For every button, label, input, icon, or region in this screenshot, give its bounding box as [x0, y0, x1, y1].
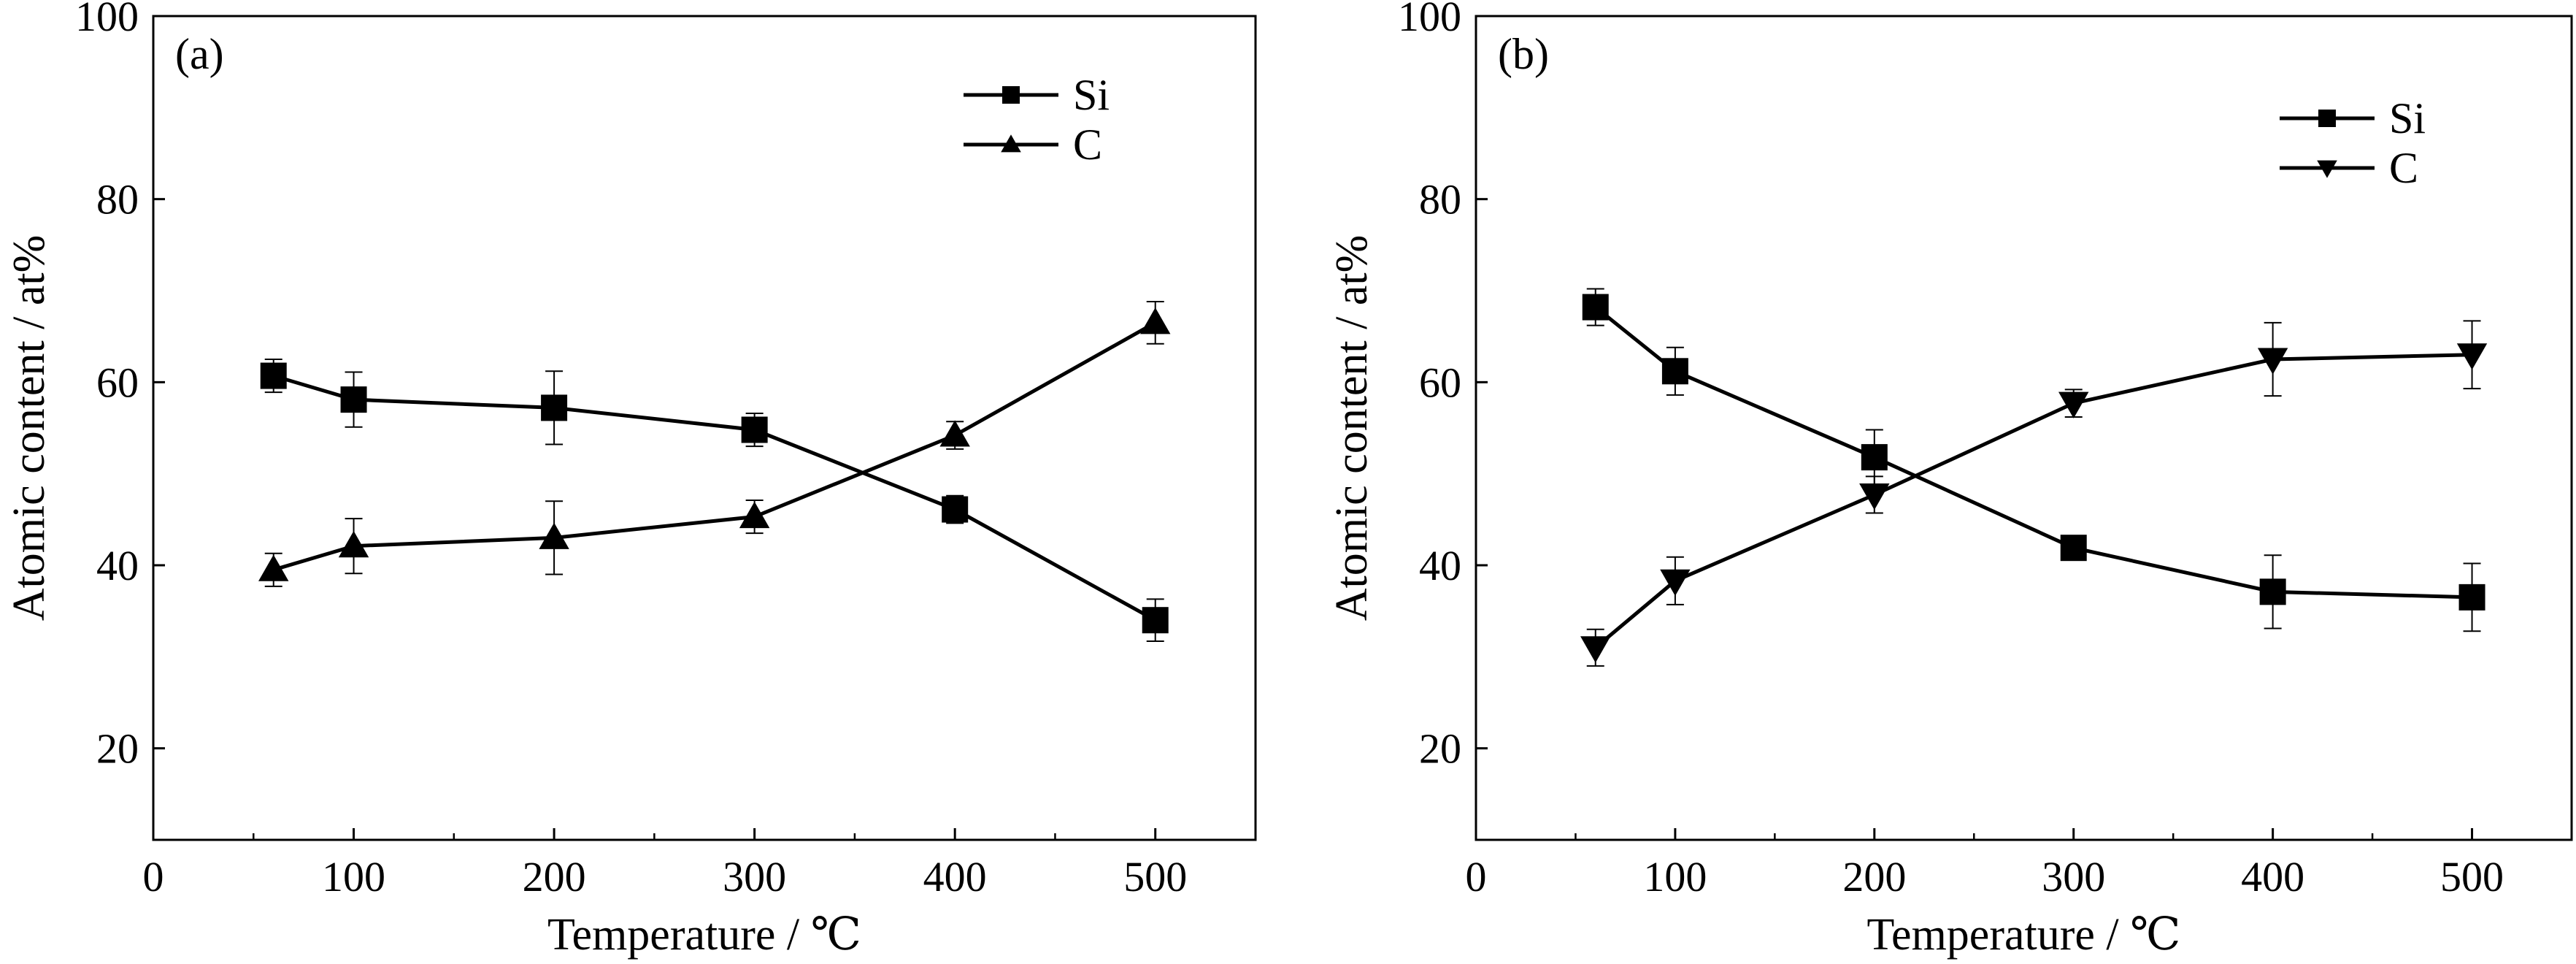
legend-marker	[1001, 134, 1021, 153]
x-tick-label: 500	[2440, 853, 2504, 900]
series-c	[258, 301, 1171, 587]
legend-label: C	[1073, 120, 1102, 169]
x-tick-label: 0	[1466, 853, 1487, 900]
data-point	[340, 386, 367, 413]
data-point	[1142, 607, 1169, 634]
data-point	[2456, 343, 2488, 370]
data-point	[939, 420, 970, 447]
x-tick-label: 300	[2042, 853, 2105, 900]
data-point	[260, 362, 287, 389]
panel-label: (a)	[175, 30, 224, 78]
data-point	[1582, 294, 1609, 321]
data-point	[1661, 358, 1688, 385]
data-point	[2257, 348, 2288, 375]
data-point	[258, 554, 289, 581]
series-si	[260, 359, 1169, 643]
x-tick-label: 100	[1643, 853, 1707, 900]
x-tick-label: 300	[723, 853, 786, 900]
series-c	[1580, 320, 2488, 667]
y-tick-label: 60	[1419, 359, 1461, 406]
data-point	[338, 530, 369, 558]
x-tick-label: 0	[143, 853, 164, 900]
legend-entry: C	[964, 120, 1102, 169]
y-tick-label: 80	[96, 176, 139, 223]
legend-entry: C	[2280, 144, 2418, 192]
plot-frame	[1475, 15, 2573, 841]
legend-marker	[2318, 110, 2336, 127]
series-line	[273, 374, 1156, 622]
plot-frame	[152, 15, 1257, 841]
y-axis-title: Atomic content / at%	[4, 235, 54, 621]
data-point	[741, 416, 768, 443]
y-tick-label: 40	[96, 542, 139, 589]
y-tick-label: 80	[1419, 176, 1461, 223]
data-point	[1580, 636, 1611, 663]
data-point	[1859, 483, 1890, 510]
legend-entry: Si	[2280, 94, 2426, 142]
data-point	[539, 522, 569, 549]
legend-label: Si	[2389, 94, 2426, 142]
y-axis-title: Atomic content / at%	[1327, 235, 1377, 621]
data-point	[2058, 391, 2089, 418]
data-point	[2259, 578, 2286, 605]
x-tick-label: 100	[322, 853, 385, 900]
y-tick-label: 100	[1398, 0, 1461, 40]
series-si	[1582, 288, 2485, 632]
data-point	[942, 496, 969, 523]
data-point	[739, 501, 770, 529]
series-line	[1594, 353, 2472, 649]
panel-label: (b)	[1498, 30, 1549, 78]
series-line	[1594, 305, 2472, 600]
panel-1: 0 100 200 300 400 500 20 40 60 80 100 Temperature /…	[1327, 0, 2573, 960]
data-point	[2060, 535, 2087, 562]
y-tick-label: 20	[1419, 725, 1461, 773]
legend-label: C	[2389, 144, 2418, 192]
x-tick-label: 400	[2241, 853, 2304, 900]
data-point	[2458, 584, 2485, 611]
y-tick-label: 100	[75, 0, 139, 40]
legend-entry: Si	[964, 71, 1110, 119]
x-tick-label: 200	[1842, 853, 1906, 900]
data-point	[541, 394, 568, 421]
y-tick-label: 60	[96, 359, 139, 406]
x-axis-title: Temperature / ℃	[547, 910, 861, 960]
y-tick-label: 40	[1419, 542, 1461, 589]
data-point	[1660, 569, 1691, 597]
x-tick-label: 200	[523, 853, 586, 900]
legend-label: Si	[1073, 71, 1110, 119]
series-line	[273, 321, 1156, 572]
y-tick-label: 20	[96, 725, 139, 773]
legend-marker	[2317, 160, 2337, 178]
x-tick-label: 500	[1123, 853, 1187, 900]
data-point	[1140, 307, 1171, 334]
x-axis-title: Temperature / ℃	[1867, 910, 2181, 960]
panel-0: 0 100 200 300 400 500 20 40 60 80 100 Temperature /…	[4, 0, 1257, 960]
legend-marker	[1002, 86, 1020, 104]
x-tick-label: 400	[923, 853, 987, 900]
data-point	[1861, 444, 1888, 471]
